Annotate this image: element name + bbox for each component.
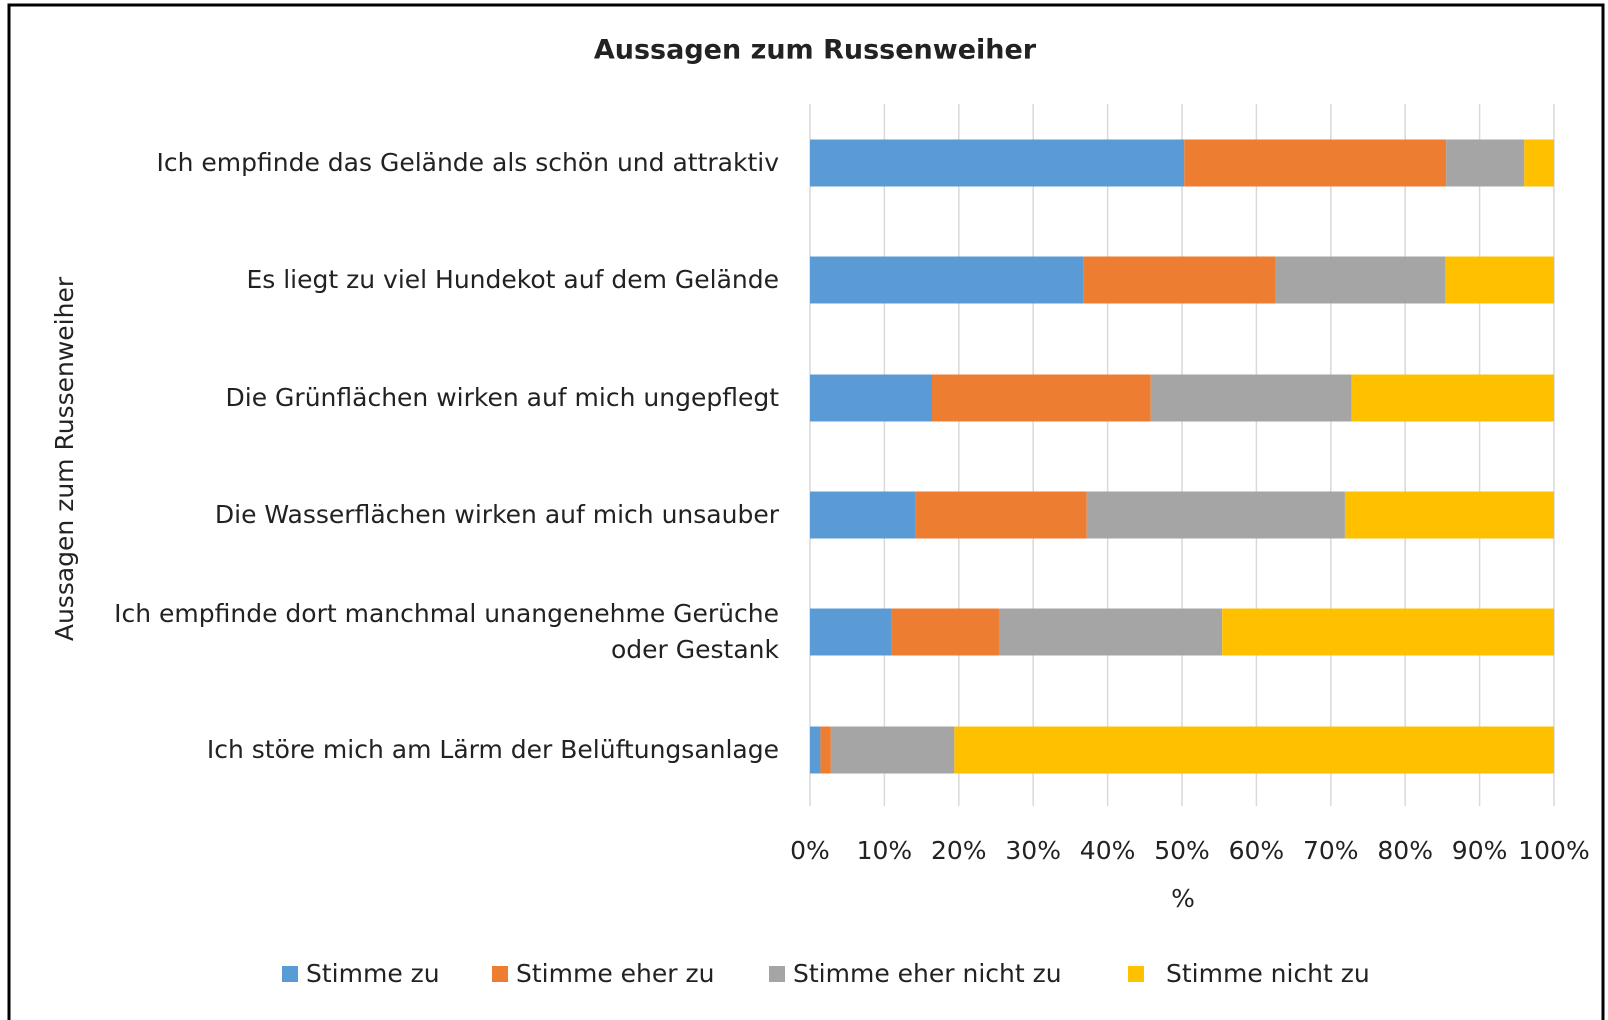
x-tick-label: 60% <box>1229 836 1285 865</box>
y-tick-label: Ich empfinde dort manchmal unangenehme G… <box>114 599 779 664</box>
bar-segment <box>932 374 1151 422</box>
bar-segment <box>810 491 916 539</box>
x-tick-label: 0% <box>790 836 830 865</box>
bar-segment <box>830 726 955 774</box>
bar-segment <box>810 726 821 774</box>
x-tick-label: 40% <box>1080 836 1136 865</box>
y-tick-label: Es liegt zu viel Hundekot auf dem Geländ… <box>246 265 779 294</box>
bar-segment <box>915 491 1087 539</box>
chart-title: Aussagen zum Russenweiher <box>594 35 1037 66</box>
bar-segment <box>954 726 1554 774</box>
y-tick-label: Die Grünflächen wirken auf mich ungepfle… <box>225 383 779 412</box>
bar-segment <box>810 374 933 422</box>
bar-segment <box>1083 256 1275 304</box>
bar-segment <box>1150 374 1352 422</box>
bar-segment <box>810 256 1084 304</box>
bar-segment <box>1524 139 1554 187</box>
bar-segment <box>1446 139 1525 187</box>
legend-swatch <box>492 966 508 982</box>
x-tick-label: 70% <box>1303 836 1359 865</box>
y-tick-label: Ich störe mich am Lärm der Belüftungsanl… <box>206 735 779 764</box>
legend-label: Stimme zu <box>306 959 440 988</box>
bar-segment <box>1275 256 1446 304</box>
bar-segment <box>1222 608 1554 656</box>
bar-segment <box>1344 491 1554 539</box>
x-tick-label: 50% <box>1154 836 1210 865</box>
y-tick-label: Ich empfinde das Gelände als schön und a… <box>156 148 779 177</box>
bar-segment <box>810 139 1185 187</box>
bar-segment <box>891 608 999 656</box>
bar-segment <box>1184 139 1447 187</box>
x-tick-label: 80% <box>1377 836 1433 865</box>
y-tick-label: Die Wasserflächen wirken auf mich unsaub… <box>214 500 779 529</box>
legend-swatch <box>1128 966 1144 982</box>
x-tick-label: 100% <box>1518 836 1589 865</box>
bar-segment <box>1351 374 1554 422</box>
x-tick-label: 90% <box>1452 836 1508 865</box>
x-tick-label: 20% <box>931 836 987 865</box>
chart-border <box>7 3 1605 1020</box>
y-axis-label: Aussagen zum Russenweiher <box>50 276 79 641</box>
bar-segment <box>1086 491 1345 539</box>
x-tick-label: 30% <box>1005 836 1061 865</box>
bar-segment <box>998 608 1223 656</box>
x-axis-label: % <box>1171 884 1195 913</box>
bar-segment <box>810 608 892 656</box>
legend-swatch <box>769 966 785 982</box>
legend-swatch <box>282 966 298 982</box>
legend-label: Stimme eher nicht zu <box>793 959 1062 988</box>
bar-segment <box>820 726 831 774</box>
legend-label: Stimme eher zu <box>516 959 714 988</box>
x-tick-label: 10% <box>857 836 913 865</box>
legend-label: Stimme nicht zu <box>1166 959 1370 988</box>
bar-segment <box>1445 256 1554 304</box>
